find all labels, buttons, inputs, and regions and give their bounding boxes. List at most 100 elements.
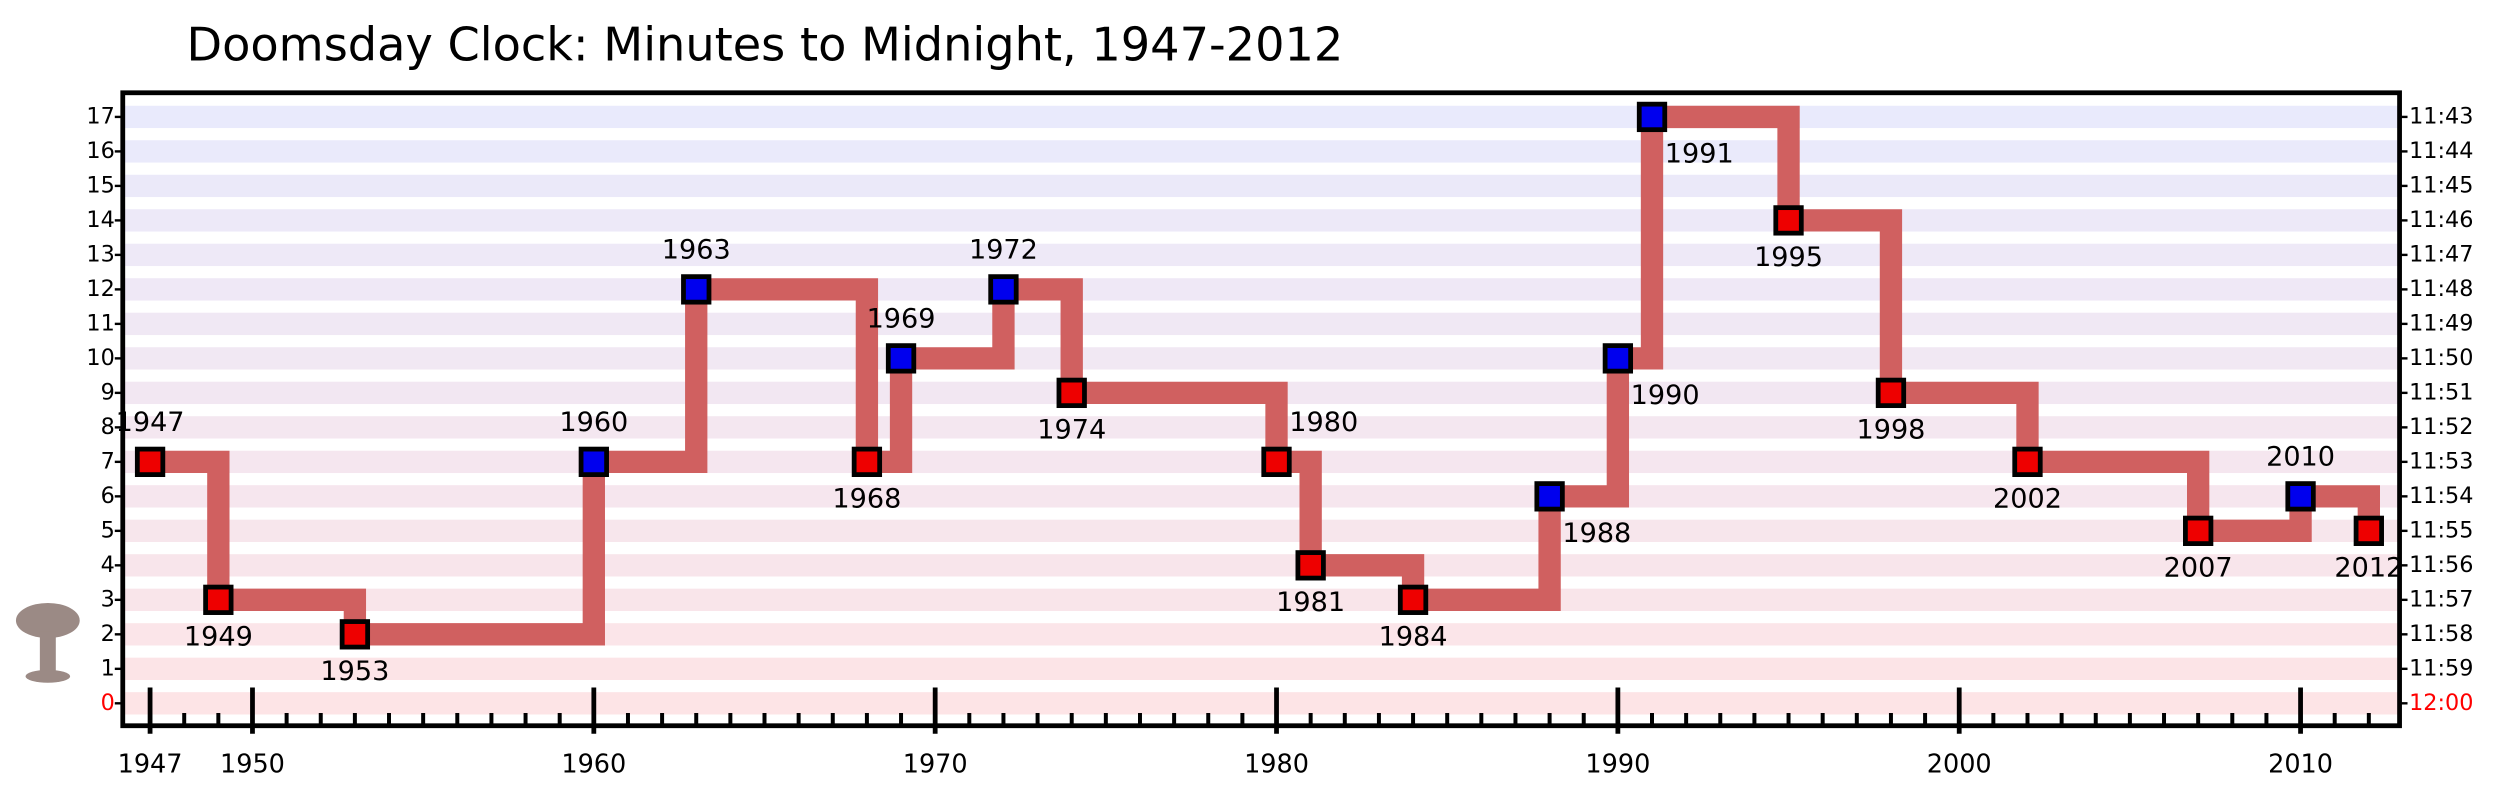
x-tick-label: 2000: [1927, 750, 1992, 780]
point-label: 2010: [2266, 442, 2335, 473]
point-marker: [2012, 446, 2043, 478]
band: [122, 209, 2400, 232]
y-tick-label: 4: [101, 552, 115, 578]
y-tick-label: 16: [86, 138, 114, 164]
y2-tick-label: 11:59: [2409, 655, 2473, 681]
point-marker: [1397, 584, 1429, 615]
point-marker: [2353, 515, 2384, 546]
point-marker: [1875, 377, 1907, 409]
point-marker: [988, 274, 1019, 305]
band: [122, 588, 2400, 611]
point-label: 1974: [1037, 415, 1106, 446]
y-tick-label: 9: [101, 379, 115, 405]
y2-tick-label: 12:00: [2409, 690, 2473, 716]
y-tick-label: 0: [101, 690, 115, 716]
band: [122, 174, 2400, 198]
x-tick-label: 1947: [118, 750, 183, 780]
y-tick-label: 10: [86, 345, 114, 371]
band: [122, 554, 2400, 577]
y2-tick-label: 11:57: [2409, 586, 2473, 612]
plot-frame: [120, 90, 2402, 729]
y2-tick-label: 11:44: [2409, 138, 2473, 164]
point-marker: [851, 446, 883, 478]
x-tick-label: 1970: [903, 750, 968, 780]
point-marker: [134, 446, 166, 478]
y2-tick-label: 11:54: [2409, 483, 2473, 509]
band: [122, 692, 2400, 715]
point-label: 2002: [1993, 484, 2062, 515]
y-tick-label: 11: [86, 310, 114, 336]
y-tick-label: 14: [86, 207, 114, 233]
y2-tick-label: 11:48: [2409, 276, 2473, 302]
point-label: 1953: [320, 656, 389, 687]
band: [122, 623, 2400, 646]
y-tick-label: 2: [101, 621, 115, 647]
point-marker: [885, 343, 917, 374]
y2-tick-label: 11:50: [2409, 345, 2473, 371]
y-tick-label: 1: [101, 655, 115, 681]
y-tick-label: 8: [101, 414, 115, 440]
y-tick-label: 6: [101, 483, 115, 509]
mushroom-cloud-icon: [15, 602, 80, 683]
y2-tick-label: 11:58: [2409, 621, 2473, 647]
point-marker: [1773, 205, 1804, 236]
x-tick-label: 1950: [220, 750, 285, 780]
band: [122, 140, 2400, 163]
y2-tick-label: 11:56: [2409, 552, 2473, 578]
band: [122, 278, 2400, 301]
point-marker: [1056, 377, 1087, 409]
point-marker: [1261, 446, 1292, 478]
point-marker: [1636, 101, 1668, 133]
y-tick-label: 3: [101, 586, 115, 612]
y2-tick-label: 11:52: [2409, 414, 2473, 440]
band: [122, 657, 2400, 680]
point-marker: [1602, 343, 1634, 374]
point-label: 1995: [1754, 242, 1823, 273]
point-label: 1968: [832, 484, 901, 515]
band: [122, 312, 2400, 336]
chart-title: Doomsday Clock: Minutes to Midnight, 194…: [187, 18, 1344, 72]
y-tick-label: 17: [86, 103, 114, 129]
point-label: 1998: [1856, 415, 1925, 446]
point-label: 1969: [867, 304, 936, 335]
y2-tick-label: 11:43: [2409, 103, 2473, 129]
point-marker: [681, 274, 712, 305]
band: [122, 105, 2400, 129]
point-label: 1988: [1562, 518, 1631, 549]
y-tick-label: 12: [86, 276, 114, 302]
point-marker: [2285, 481, 2316, 512]
point-marker: [203, 584, 234, 615]
point-label: 1991: [1665, 139, 1734, 170]
band: [122, 519, 2400, 543]
y2-tick-label: 11:47: [2409, 241, 2473, 267]
point-marker: [578, 446, 609, 478]
y-tick-label: 5: [101, 517, 115, 543]
point-label: 1981: [1276, 587, 1345, 618]
y2-tick-label: 11:45: [2409, 172, 2473, 198]
point-marker: [1295, 550, 1326, 581]
band: [122, 243, 2400, 267]
y2-tick-label: 11:46: [2409, 207, 2473, 233]
y-tick-label: 13: [86, 241, 114, 267]
band: [122, 416, 2400, 439]
x-tick-label: 1960: [561, 750, 626, 780]
point-marker: [1534, 481, 1565, 512]
y2-tick-label: 11:53: [2409, 448, 2473, 474]
point-label: 1990: [1631, 380, 1700, 411]
y2-tick-label: 11:49: [2409, 310, 2473, 336]
x-tick-label: 1990: [1585, 750, 1650, 780]
y2-tick-label: 11:51: [2409, 379, 2473, 405]
point-marker: [2183, 515, 2214, 546]
band: [122, 485, 2400, 508]
point-label: 1980: [1289, 407, 1358, 438]
y2-tick-label: 11:55: [2409, 517, 2473, 543]
x-tick-label: 2010: [2268, 750, 2333, 780]
point-label: 1963: [662, 235, 731, 266]
point-label: 1947: [116, 407, 185, 438]
point-label: 1984: [1379, 622, 1448, 653]
point-label: 2012: [2334, 553, 2403, 584]
x-tick-label: 1980: [1244, 750, 1309, 780]
point-label: 2007: [2164, 553, 2233, 584]
